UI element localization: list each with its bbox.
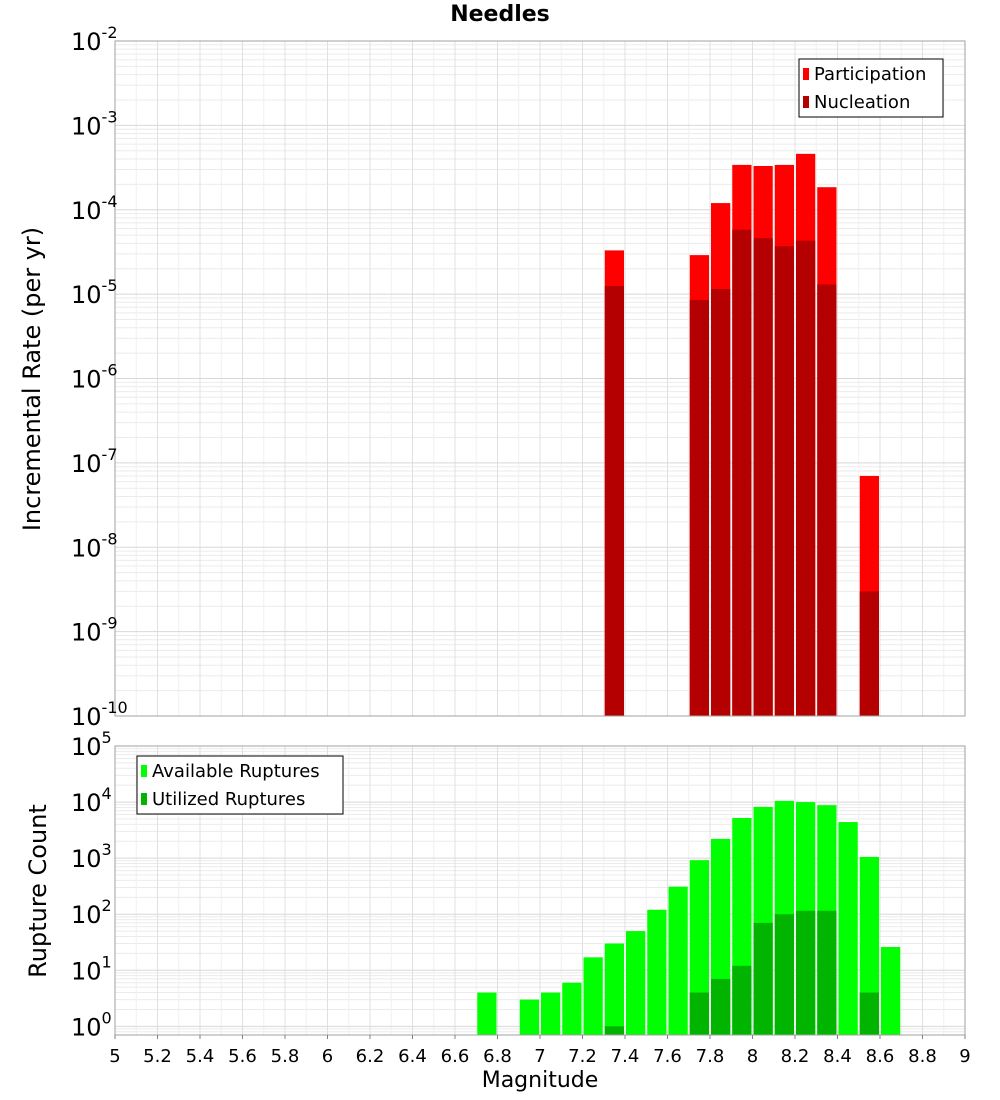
x-tick-label: 6.2: [356, 1046, 385, 1067]
y-tick-label: 10-5: [71, 276, 118, 309]
legend-label: Participation: [814, 64, 926, 85]
bar-nucleation: [711, 289, 731, 716]
y-tick-label: 10-4: [71, 192, 118, 225]
bar-utilized-ruptures: [711, 978, 731, 1035]
y-tick-label: 104: [71, 784, 112, 817]
bar-nucleation: [753, 238, 773, 716]
bar-nucleation: [859, 591, 879, 716]
x-tick-label: 8: [747, 1046, 758, 1067]
x-tick-label: 7.4: [611, 1046, 640, 1067]
x-tick-label: 6: [322, 1046, 333, 1067]
bar-available-ruptures: [859, 856, 879, 1035]
x-tick-label: 8.8: [908, 1046, 937, 1067]
x-tick-label: 8.2: [781, 1046, 810, 1067]
bar-utilized-ruptures: [859, 992, 879, 1035]
x-tick-label: 7.2: [568, 1046, 597, 1067]
x-tick-label: 7.8: [696, 1046, 725, 1067]
y-tick-label: 10-3: [71, 107, 118, 140]
x-tick-label: 5.6: [228, 1046, 257, 1067]
bar-nucleation: [732, 229, 752, 717]
y-tick-label: 10-8: [71, 529, 118, 562]
bar-available-ruptures: [626, 931, 646, 1035]
bar-available-ruptures: [689, 860, 709, 1035]
y-tick-label: 102: [71, 896, 112, 929]
bar-utilized-ruptures: [689, 992, 709, 1035]
x-tick-label: 8.6: [866, 1046, 895, 1067]
bar-nucleation: [604, 285, 624, 716]
bar-available-ruptures: [541, 992, 561, 1035]
bar-available-ruptures: [604, 943, 624, 1035]
y-tick-label: 101: [71, 952, 112, 985]
x-tick-label: 5: [109, 1046, 120, 1067]
series-utilized-ruptures: [604, 910, 879, 1035]
bar-available-ruptures: [838, 822, 858, 1035]
bar-available-ruptures: [562, 982, 582, 1035]
y-tick-label: 10-2: [71, 23, 118, 56]
legend-item: Participation: [803, 64, 926, 85]
x-tick-label: 5.4: [186, 1046, 215, 1067]
bar-utilized-ruptures: [753, 922, 773, 1035]
y-tick-label: 105: [71, 728, 112, 761]
bar-available-ruptures: [583, 957, 603, 1035]
bar-available-ruptures: [477, 992, 497, 1035]
legend-label: Utilized Ruptures: [152, 789, 305, 810]
legend-box: [136, 755, 344, 815]
legend-box: [798, 58, 944, 118]
legend-item: Nucleation: [803, 92, 910, 113]
bar-nucleation: [774, 246, 794, 716]
y-tick-label: 10-7: [71, 445, 118, 478]
legend-swatch: [141, 793, 147, 805]
y-tick-label: 103: [71, 840, 112, 873]
legend-item: Available Ruptures: [141, 761, 320, 782]
legend: Available Ruptures Utilized Ruptures: [136, 755, 344, 815]
bar-utilized-ruptures: [817, 910, 837, 1035]
bar-available-ruptures: [668, 886, 688, 1035]
y-tick-label: 100: [71, 1008, 112, 1041]
y-tick-label: 10-10: [71, 698, 128, 731]
bar-nucleation: [689, 300, 709, 716]
bar-available-ruptures: [647, 909, 667, 1035]
legend-label: Nucleation: [814, 92, 910, 113]
legend-label: Available Ruptures: [152, 761, 320, 782]
series-nucleation: [604, 229, 879, 717]
legend-swatch: [141, 765, 147, 777]
x-tick-label: 5.8: [271, 1046, 300, 1067]
legend-swatch: [803, 68, 809, 80]
x-tick-label: 7.6: [653, 1046, 682, 1067]
legend-item: Utilized Ruptures: [141, 789, 305, 810]
x-tick-label: 5.2: [143, 1046, 172, 1067]
legend: Participation Nucleation: [798, 58, 944, 118]
bar-utilized-ruptures: [796, 910, 816, 1035]
chart-title: Needles: [450, 2, 550, 27]
bar-utilized-ruptures: [604, 1026, 624, 1035]
bar-available-ruptures: [881, 946, 901, 1035]
x-axis-label: Magnitude: [481, 1068, 599, 1093]
x-tick-label: 6.4: [398, 1046, 427, 1067]
bar-available-ruptures: [519, 999, 539, 1035]
bar-nucleation: [817, 284, 837, 716]
x-tick-label: 6.8: [483, 1046, 512, 1067]
bar-utilized-ruptures: [732, 965, 752, 1035]
x-tick-label: 6.6: [441, 1046, 470, 1067]
plot-frame: [114, 40, 966, 717]
y-tick-label: 10-9: [71, 614, 118, 647]
legend-swatch: [803, 96, 809, 108]
x-tick-label: 9: [959, 1046, 970, 1067]
bar-nucleation: [796, 240, 816, 717]
y-tick-label: 10-6: [71, 361, 118, 394]
x-tick-label: 7: [534, 1046, 545, 1067]
bar-utilized-ruptures: [774, 914, 794, 1035]
x-tick-label: 8.4: [823, 1046, 852, 1067]
